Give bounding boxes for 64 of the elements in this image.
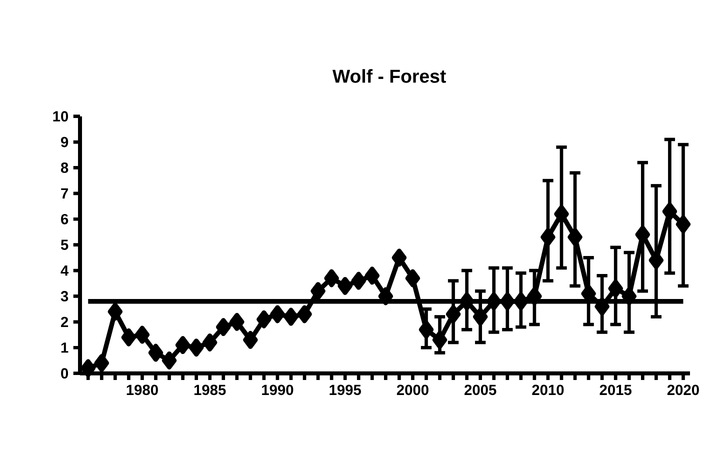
point <box>364 266 380 285</box>
point <box>568 228 582 246</box>
point <box>188 338 204 357</box>
point <box>676 215 691 234</box>
point <box>378 287 394 306</box>
point <box>284 308 298 326</box>
x-tick-label: 2010 <box>532 384 564 396</box>
y-tick-label: 10 <box>53 111 68 122</box>
point <box>540 228 556 246</box>
x-tick-label: 2015 <box>600 384 632 396</box>
x-tick-label: 1990 <box>262 384 294 396</box>
y-tick-label: 7 <box>61 188 68 198</box>
point <box>94 354 109 372</box>
point <box>418 320 434 339</box>
point <box>405 269 420 288</box>
point <box>514 292 528 310</box>
y-tick-label: 1 <box>61 342 68 353</box>
point <box>216 318 231 336</box>
y-tick-label: 3 <box>60 291 68 302</box>
point <box>554 204 569 223</box>
point <box>486 292 502 310</box>
point <box>230 312 244 331</box>
y-tick-label: 6 <box>61 214 68 224</box>
point <box>338 276 352 295</box>
y-tick-label: 9 <box>60 136 68 148</box>
point <box>608 280 623 298</box>
point <box>324 269 339 288</box>
y-tick-label: 8 <box>60 162 68 173</box>
x-tick-label: 1985 <box>194 384 226 396</box>
point <box>635 226 650 244</box>
y-tick-label: 5 <box>60 240 68 250</box>
point <box>256 310 272 328</box>
y-tick-label: 2 <box>60 316 68 328</box>
point <box>108 302 123 321</box>
point <box>175 336 190 354</box>
point <box>270 305 285 324</box>
point <box>351 272 366 290</box>
point <box>527 287 542 306</box>
x-tick-label: 2000 <box>396 384 428 396</box>
point <box>134 326 150 344</box>
point <box>148 344 164 362</box>
point <box>446 305 461 324</box>
point <box>432 330 448 349</box>
x-tick-label: 1980 <box>126 384 158 396</box>
point <box>594 298 610 316</box>
point <box>80 359 96 378</box>
x-tick-label: 1995 <box>330 384 361 396</box>
point <box>243 330 258 349</box>
point <box>459 292 474 310</box>
chart-title: Wolf - Forest <box>332 69 446 83</box>
point <box>297 305 312 324</box>
y-tick-label: 0 <box>61 368 68 379</box>
point <box>473 308 488 326</box>
point <box>310 282 326 300</box>
point <box>121 328 136 346</box>
y-tick-label: 4 <box>60 265 69 276</box>
x-tick-label: 2005 <box>464 384 496 396</box>
point <box>202 333 218 352</box>
point <box>392 248 407 267</box>
point <box>500 292 515 310</box>
point <box>162 351 177 370</box>
point <box>662 202 678 220</box>
point <box>622 287 636 306</box>
x-tick-label: 2020 <box>667 384 699 396</box>
